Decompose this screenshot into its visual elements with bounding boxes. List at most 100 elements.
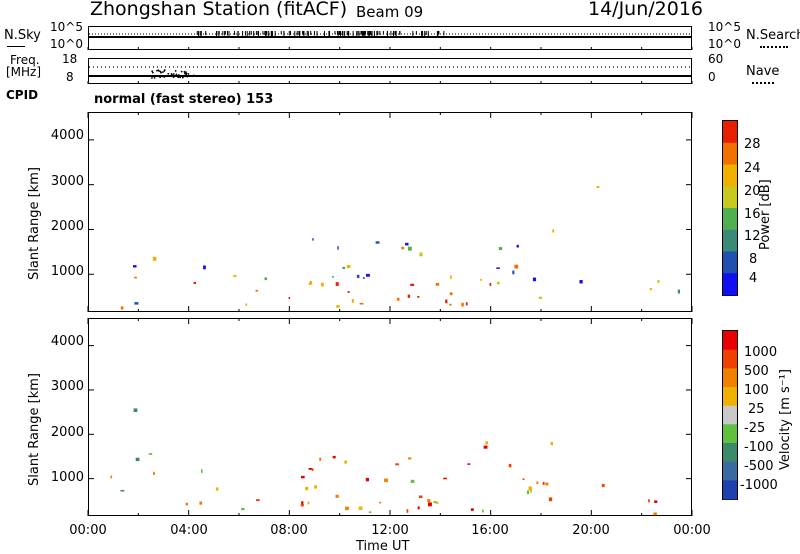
velocity-scatter-cell xyxy=(601,483,605,488)
power-colorbar-segment xyxy=(723,121,737,144)
station-title: Zhongshan Station (fitACF) xyxy=(90,0,348,20)
velocity-colorbar-segment xyxy=(723,461,737,481)
power-scatter-cell xyxy=(359,302,364,305)
velocity-cbtick: 25 xyxy=(748,402,765,417)
power-colorbar-segment xyxy=(723,186,737,209)
power-scatter-cell xyxy=(401,246,405,250)
velocity-scatter-cell xyxy=(653,512,657,516)
power-scatter-cell xyxy=(465,302,468,306)
nave-point xyxy=(167,72,170,75)
power-scatter-cell xyxy=(480,278,482,281)
power-scatter-cell xyxy=(152,256,157,261)
nave-point xyxy=(185,73,188,76)
velocity-scatter-cell xyxy=(133,408,138,412)
velocity-scatter-cell xyxy=(311,468,314,472)
velocity-scatter-cell xyxy=(528,486,532,491)
velocity-colorbar-segment xyxy=(723,331,737,351)
velocity-scatter-cell xyxy=(648,499,650,503)
velocity-cbtick: 500 xyxy=(744,364,769,379)
noise-right-tick-bottom: 10^0 xyxy=(708,37,741,51)
power-scatter-cell xyxy=(514,264,519,269)
power-scatter-cell xyxy=(245,303,248,306)
velocity-scatter-cell xyxy=(550,442,553,446)
power-scatter-cell xyxy=(342,266,346,269)
power-scatter-cell xyxy=(347,291,350,293)
power-scatter-cell xyxy=(677,289,680,294)
nave-point xyxy=(153,76,156,79)
power-scatter-cell xyxy=(335,282,339,286)
freq-left-tick-bottom: 8 xyxy=(66,70,74,84)
nave-label: Nave xyxy=(746,64,780,79)
power-scatter-cell xyxy=(450,275,452,280)
xtick: 16:00 xyxy=(471,523,509,538)
power-scatter-cell xyxy=(332,275,334,278)
velocity-scatter-cell xyxy=(654,500,658,503)
velocity-scatter-cell xyxy=(153,471,155,475)
freq-panel xyxy=(88,58,692,84)
power-ytick-2000: 2000 xyxy=(50,219,84,234)
velocity-ytick-4000: 4000 xyxy=(50,334,84,349)
velocity-scatter-cell xyxy=(410,479,415,483)
nave-point xyxy=(170,74,173,77)
power-cbtick: 28 xyxy=(744,137,761,152)
nave-point xyxy=(186,75,189,78)
velocity-scatter-cell xyxy=(319,457,322,461)
velocity-colorbar-segment xyxy=(723,424,737,444)
nave-point xyxy=(184,75,187,78)
velocity-scatter-cell xyxy=(530,489,532,493)
velocity-scatter-cell xyxy=(427,499,431,503)
noise-sky-label: N.Sky xyxy=(4,28,41,43)
power-scatter-cell xyxy=(408,246,412,251)
velocity-scatter-cell xyxy=(120,489,125,492)
velocity-scatter-cell xyxy=(256,499,260,502)
noise-right-tick-top: 10^5 xyxy=(708,20,741,34)
velocity-scatter-cell xyxy=(368,511,372,513)
power-scatter-cell xyxy=(449,292,453,296)
freq-left-tick-top: 18 xyxy=(62,52,78,66)
power-ytick-4000: 4000 xyxy=(50,128,84,143)
velocity-cbtick: -1000 xyxy=(740,478,778,493)
velocity-scatter-cell xyxy=(485,441,489,445)
velocity-scatter-cell xyxy=(483,445,488,449)
velocity-cbtick: 1000 xyxy=(744,345,778,360)
nave-point xyxy=(192,74,195,77)
power-scatter-cell xyxy=(308,282,313,285)
xtick: 00:00 xyxy=(673,523,711,538)
velocity-scatter-cell xyxy=(384,478,388,483)
power-cbtick: 4 xyxy=(749,271,758,286)
velocity-scatter-cell xyxy=(522,478,525,480)
power-scatter-cell xyxy=(337,246,339,250)
nave-point xyxy=(177,76,180,79)
power-cbtick: 20 xyxy=(744,184,761,199)
velocity-scatter-cell xyxy=(199,501,203,505)
beam-label: Beam 09 xyxy=(356,3,424,21)
power-scatter-cell xyxy=(312,238,314,241)
nave-point xyxy=(163,75,166,78)
power-scatter-cell xyxy=(366,273,370,277)
velocity-colorbar-segment xyxy=(723,480,737,500)
power-scatter-cell xyxy=(498,247,503,251)
velocity-scatter-cell xyxy=(110,475,113,479)
nave-legend-line xyxy=(752,82,774,84)
xtick: 00:00 xyxy=(69,523,107,538)
velocity-colorbar-segment xyxy=(723,443,737,463)
power-scatter-cell xyxy=(120,306,124,310)
velocity-scatter-cell xyxy=(395,463,399,466)
velocity-scatter-cell xyxy=(305,486,309,491)
velocity-colorbar-segment xyxy=(723,387,737,407)
velocity-scatter-cell xyxy=(301,475,305,479)
power-scatter-cell xyxy=(336,305,340,308)
power-scatter-cell xyxy=(489,282,492,286)
power-scatter-cell xyxy=(233,275,237,278)
power-colorbar-segment xyxy=(723,208,737,231)
power-colorbar-segment xyxy=(723,229,737,252)
nave-point xyxy=(180,70,183,73)
velocity-scatter-cell xyxy=(467,463,471,465)
noise-left-tick-bottom: 10^0 xyxy=(50,37,83,51)
nave-point xyxy=(184,72,186,75)
velocity-scatter-cell xyxy=(508,463,512,468)
power-scatter-cell xyxy=(649,287,652,291)
power-scatter-cell xyxy=(134,302,139,305)
power-scatter-cell xyxy=(445,299,448,304)
